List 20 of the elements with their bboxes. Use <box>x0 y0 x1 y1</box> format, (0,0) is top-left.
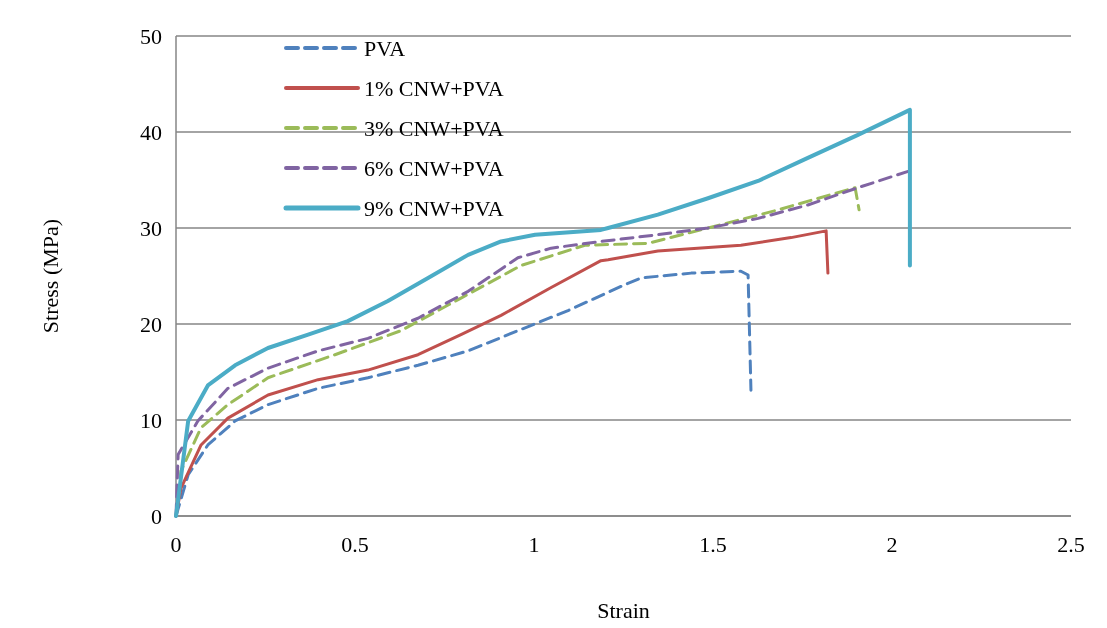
legend-label: 6% CNW+PVA <box>364 155 504 181</box>
y-tick-label: 30 <box>140 215 162 241</box>
y-tick-label: 0 <box>151 503 162 529</box>
legend-label: 1% CNW+PVA <box>364 75 504 101</box>
x-tick-label: 2 <box>886 532 898 557</box>
line-series <box>174 107 912 518</box>
x-tick-label: 0 <box>170 532 182 557</box>
x-axis-title: Strain <box>597 598 650 623</box>
y-tick-label: 50 <box>140 23 162 49</box>
y-tick-label: 10 <box>140 407 162 433</box>
y-tick-label: 40 <box>140 119 162 145</box>
x-tick-label: 1.5 <box>699 532 727 557</box>
y-axis-title: Stress (MPa) <box>38 218 63 334</box>
y-tick-label: 20 <box>140 311 162 337</box>
legend-label: PVA <box>364 35 406 61</box>
x-tick-label: 2.5 <box>1057 532 1085 557</box>
legend-label: 3% CNW+PVA <box>364 115 504 141</box>
x-tick-label: 1 <box>528 532 540 557</box>
legend-label: 9% CNW+PVA <box>364 195 504 221</box>
x-tick-label: 0.5 <box>341 532 369 557</box>
